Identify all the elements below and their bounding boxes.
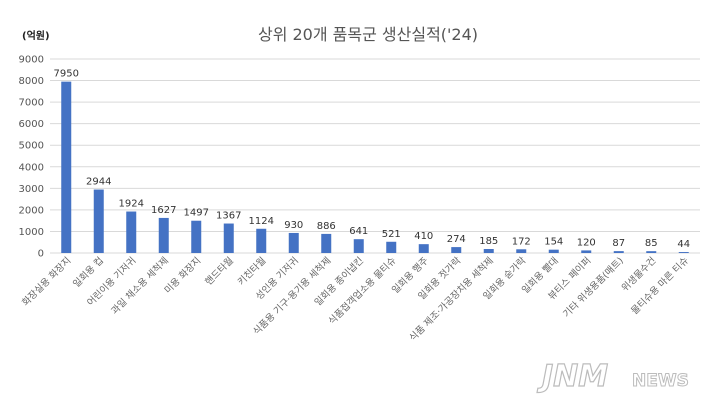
bar [483, 249, 494, 253]
bar-value-label: 886 [317, 221, 336, 232]
bar [93, 189, 104, 253]
y-axis-ticks: 0 1000 2000 3000 4000 5000 6000 7000 8000 9000 [19, 55, 44, 260]
bar-value-label: 930 [284, 220, 303, 231]
bars [61, 81, 689, 253]
bar-value-label: 410 [414, 231, 433, 242]
x-tick-label: 과일 채소용 세척제 [109, 255, 170, 316]
gridlines [50, 58, 700, 254]
y-tick-label: 6000 [19, 119, 44, 130]
chart-title: 상위 20개 품목군 생산실적('24) [258, 25, 478, 44]
y-tick-label: 5000 [19, 141, 44, 152]
y-tick-label: 3000 [19, 184, 44, 195]
bar [516, 249, 527, 253]
bar-value-label: 85 [645, 238, 658, 249]
bar-value-label: 185 [479, 236, 498, 247]
bar [191, 220, 202, 253]
bar [613, 251, 624, 253]
bar [321, 233, 332, 253]
bar-value-label: 1124 [249, 216, 274, 227]
y-unit-label: (억원) [22, 29, 50, 42]
bar [126, 211, 137, 253]
x-tick-label: 핸드타월 [203, 255, 236, 288]
bar-value-label: 7950 [54, 69, 79, 80]
watermark-logo: JNM NEWS [536, 358, 689, 394]
bar [61, 81, 72, 253]
bar-value-label: 641 [349, 226, 368, 237]
bar-value-label: 274 [447, 234, 466, 245]
bar [353, 239, 364, 253]
watermark-suffix: NEWS [632, 371, 689, 391]
x-tick-label: 키친타월 [235, 255, 268, 288]
bar [451, 247, 462, 253]
bar [646, 251, 657, 253]
bar [548, 249, 559, 253]
bar [288, 232, 299, 253]
bar-value-label: 1924 [119, 199, 144, 210]
bar [678, 252, 689, 253]
y-tick-label: 9000 [19, 55, 44, 66]
y-tick-label: 0 [38, 249, 44, 260]
bar [223, 223, 234, 253]
watermark-brand: JNM [537, 359, 608, 394]
y-tick-label: 8000 [19, 76, 44, 87]
data-labels: 7950 2944 1924 1627 1497 1367 1124 930 886 641 521… [54, 69, 691, 250]
bar-value-label: 44 [677, 239, 690, 250]
y-tick-label: 4000 [19, 162, 44, 173]
bar [418, 244, 429, 253]
bar-value-label: 154 [544, 237, 563, 248]
x-tick-label: 화장실용 화장지 [20, 255, 73, 308]
bar-value-label: 172 [512, 236, 531, 247]
bar-value-label: 1367 [216, 211, 241, 222]
bar [386, 241, 397, 253]
x-tick-label: 기타 위생용품(매트) [561, 255, 626, 320]
bar [581, 250, 592, 253]
bar-value-label: 1627 [151, 205, 176, 216]
y-tick-label: 7000 [19, 98, 44, 109]
y-tick-label: 1000 [19, 227, 44, 238]
bar-value-label: 2944 [86, 177, 111, 188]
bar [256, 228, 267, 253]
y-tick-label: 2000 [19, 205, 44, 216]
bar [158, 217, 169, 253]
bar-value-label: 1497 [184, 208, 209, 219]
bar-value-label: 120 [577, 237, 596, 248]
bar-value-label: 521 [382, 229, 401, 240]
x-tick-label: 물티슈용 마른 티슈 [629, 255, 691, 317]
bar-value-label: 87 [612, 238, 625, 249]
